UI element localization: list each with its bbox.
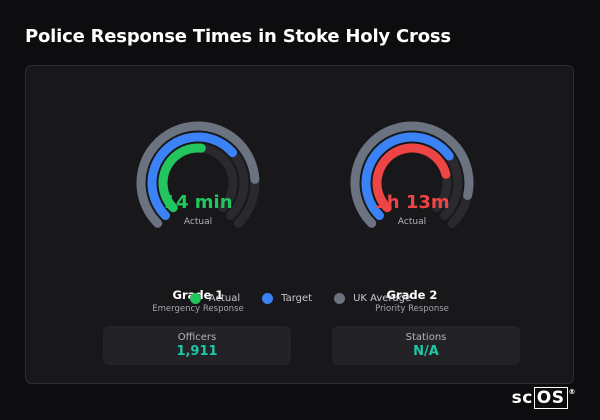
legend-uk-average-swatch: [334, 293, 346, 304]
grade-1-uk-average-arc: [136, 121, 260, 228]
brand-boxed: OS: [533, 387, 568, 409]
grade-1-target-arc: [147, 132, 238, 221]
stations-label: Stations: [405, 332, 447, 343]
legend-target-swatch: [262, 293, 274, 304]
grade-2-description: Priority Response: [375, 304, 449, 314]
brand-logo: sc OS ®: [511, 387, 576, 409]
officers-label: Officers: [177, 332, 217, 343]
officers-value: 1,911: [176, 344, 218, 359]
grade-2-gauge: 1h 13m Actual Grade 2 Priority Response: [337, 108, 487, 318]
grade-2-uk-average-arc: [350, 121, 474, 228]
grade-1-actual-label: Actual: [183, 217, 213, 227]
grade-2-target-arc: [361, 132, 454, 221]
grade-2-actual-label: Actual: [397, 217, 427, 227]
grade-2-rings: [350, 121, 474, 228]
legend-actual-label: Actual: [208, 293, 241, 304]
brand-prefix: sc: [511, 388, 533, 408]
grade-2-actual-value: 1h 13m: [374, 192, 450, 213]
legend-actual: Actual: [189, 293, 241, 304]
page-title: Police Response Times in Stoke Holy Cros…: [25, 26, 451, 47]
grade-1-actual-arc: [158, 143, 206, 213]
grade-2-actual-arc: [372, 143, 451, 213]
grade-1-description: Emergency Response: [152, 304, 244, 314]
stations-stat: Stations N/A: [332, 326, 520, 365]
legend-uk-average: UK Average: [334, 293, 411, 304]
grade-2-title: Grade 2: [386, 288, 438, 302]
legend-target: Target: [262, 293, 312, 304]
grade-1-rings: [136, 121, 260, 228]
legend-actual-swatch: [189, 293, 201, 304]
legend: Actual Target UK Average: [26, 293, 575, 304]
response-card: 14 min Actual Grade 1 Emergency Response…: [25, 65, 574, 384]
grade-1-actual-value: 14 min: [163, 192, 233, 213]
stations-value: N/A: [413, 344, 439, 359]
grade-1-gauge: 14 min Actual Grade 1 Emergency Response: [123, 108, 273, 318]
brand-mark: ®: [568, 388, 576, 396]
legend-uk-average-label: UK Average: [353, 293, 412, 304]
legend-target-label: Target: [281, 293, 313, 304]
officers-stat: Officers 1,911: [103, 326, 291, 365]
